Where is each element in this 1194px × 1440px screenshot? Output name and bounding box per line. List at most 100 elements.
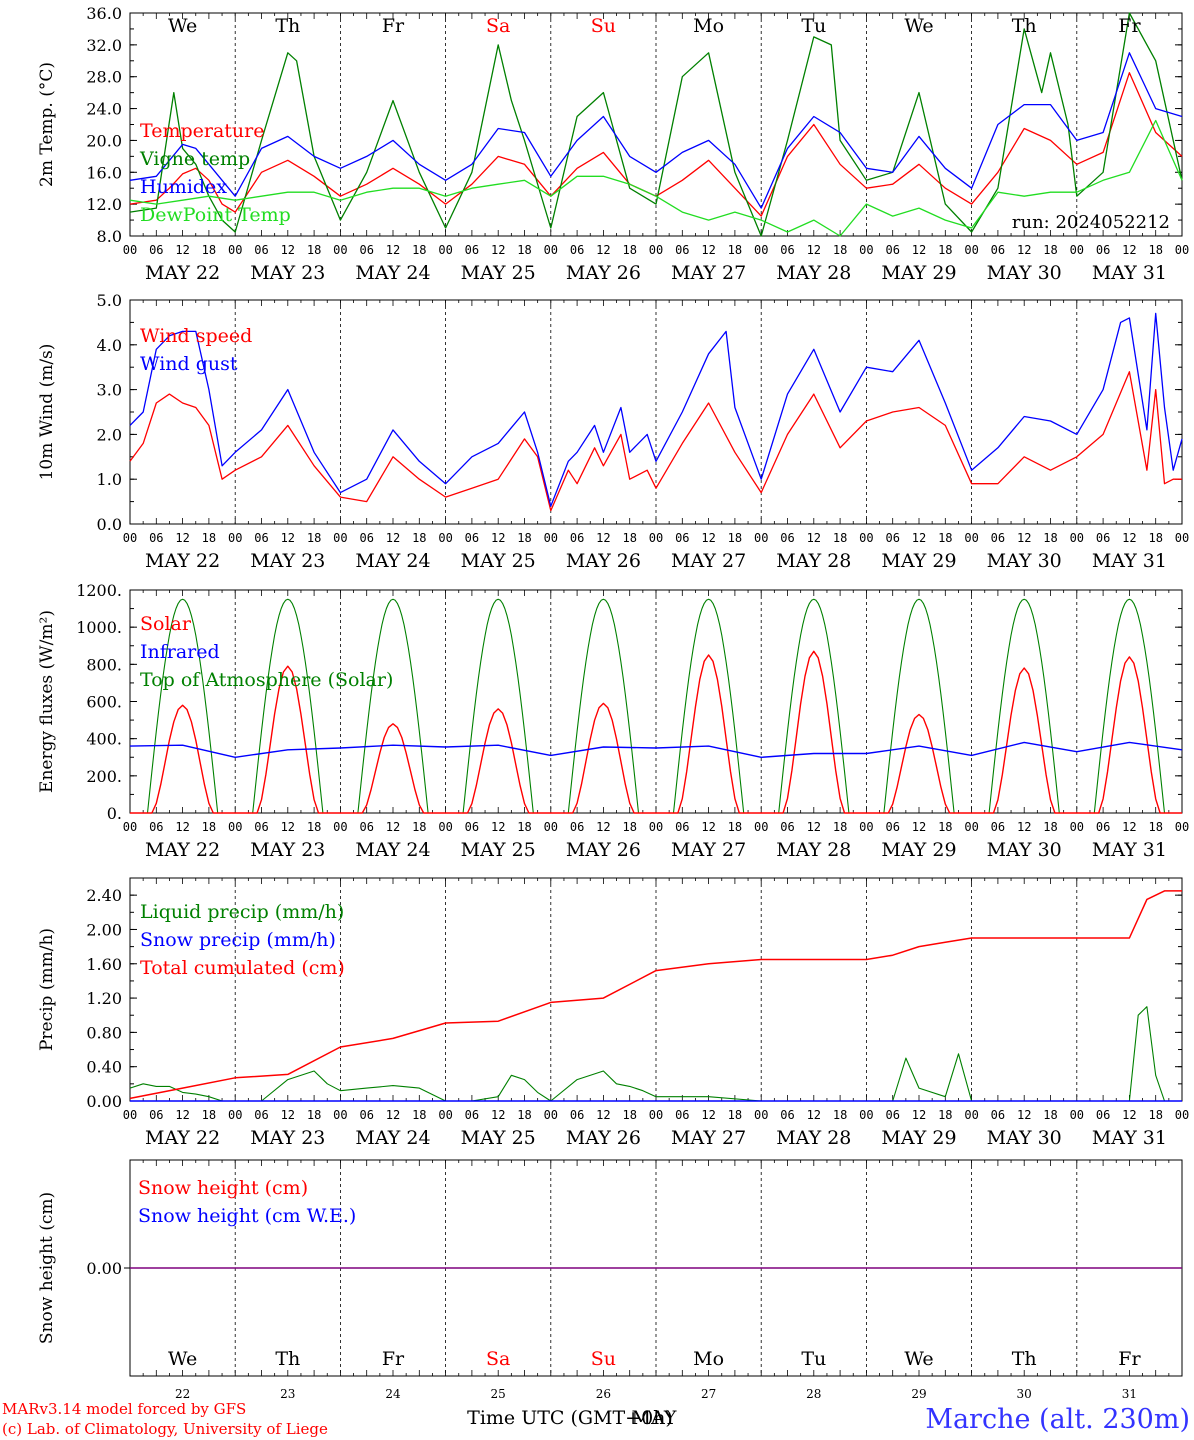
hour-tick-label: 00 (333, 1108, 347, 1122)
credit-line-1: MARv3.14 model forced by GFS (2, 1400, 246, 1418)
hour-tick-label: 06 (780, 820, 794, 834)
hour-tick-label: 06 (675, 531, 689, 545)
hour-tick-label: 00 (649, 243, 663, 257)
hour-tick-label: 18 (307, 820, 321, 834)
legend-entry: Humidex (140, 176, 227, 198)
weekday-label: Th (275, 15, 300, 37)
hour-tick-label: 12 (912, 820, 926, 834)
hour-tick-label: 06 (570, 1108, 584, 1122)
plot-frame (129, 299, 1183, 525)
y-tick-label: 0.80 (86, 1023, 122, 1042)
hour-tick-label: 06 (570, 820, 584, 834)
hour-tick-label: 18 (1043, 1108, 1057, 1122)
date-label: MAY 24 (355, 1127, 430, 1149)
y-tick-label: 4.0 (97, 336, 122, 355)
y-tick-label: 0. (107, 804, 122, 823)
hour-tick-label: 12 (1017, 1108, 1031, 1122)
date-label: MAY 25 (461, 550, 536, 572)
hour-tick-label: 18 (412, 243, 426, 257)
hour-tick-label: 00 (123, 531, 137, 545)
y-tick-label: 2.40 (86, 886, 122, 905)
hour-tick-label: 06 (1096, 1108, 1110, 1122)
weekday-label: Fr (1118, 1348, 1141, 1370)
hour-tick-label: 06 (254, 1108, 268, 1122)
y-tick-label: 2.0 (97, 425, 122, 444)
hour-tick-label: 00 (544, 820, 558, 834)
y-axis-label: Precip (mm/h) (37, 928, 57, 1051)
legend-entry: Snow precip (mm/h) (140, 929, 336, 951)
hour-tick-label: 00 (123, 1108, 137, 1122)
date-label: MAY 29 (881, 1127, 956, 1149)
hour-tick-label: 18 (938, 243, 952, 257)
hour-tick-label: 00 (544, 1108, 558, 1122)
hour-tick-label: 00 (859, 531, 873, 545)
y-tick-label: 600. (86, 693, 122, 712)
date-label: MAY 31 (1092, 1127, 1167, 1149)
hour-tick-label: 06 (991, 531, 1005, 545)
credit-line-2: (c) Lab. of Climatology, University of L… (2, 1420, 328, 1438)
hour-tick-label: 12 (491, 531, 505, 545)
hour-tick-label: 18 (622, 820, 636, 834)
legend-entry: DewPoint Temp (140, 204, 291, 226)
hour-tick-label: 00 (438, 820, 452, 834)
y-tick-label: 36.0 (86, 4, 122, 23)
hour-tick-label: 18 (938, 820, 952, 834)
y-tick-label: 32.0 (86, 36, 122, 55)
hour-tick-label: 12 (596, 243, 610, 257)
day-number-label: 26 (596, 1387, 611, 1401)
hour-tick-label: 00 (228, 820, 242, 834)
hour-tick-label: 12 (701, 1108, 715, 1122)
hour-tick-label: 00 (544, 243, 558, 257)
hour-tick-label: 00 (859, 820, 873, 834)
date-label: MAY 27 (671, 550, 746, 572)
hour-tick-label: 06 (780, 531, 794, 545)
hour-tick-label: 00 (438, 531, 452, 545)
legend-entry: Infrared (140, 641, 220, 663)
hour-tick-label: 00 (754, 1108, 768, 1122)
y-tick-label: 0.40 (86, 1058, 122, 1077)
hour-tick-label: 18 (1148, 531, 1162, 545)
hour-tick-label: 12 (1122, 531, 1136, 545)
hour-tick-label: 00 (333, 243, 347, 257)
hour-tick-label: 00 (754, 531, 768, 545)
y-axis-label: Snow height (cm) (37, 1192, 57, 1344)
hour-tick-label: 06 (254, 243, 268, 257)
hour-tick-label: 00 (1175, 1108, 1189, 1122)
weekday-label: Th (1012, 15, 1037, 37)
hour-tick-label: 06 (149, 243, 163, 257)
date-label: MAY 27 (671, 262, 746, 284)
hour-tick-label: 06 (465, 531, 479, 545)
hour-tick-label: 00 (228, 531, 242, 545)
day-number-label: 24 (385, 1387, 401, 1401)
y-tick-label: 1000. (76, 618, 122, 637)
y-tick-label: 8.0 (97, 227, 122, 246)
hour-tick-label: 18 (202, 531, 216, 545)
weekday-label: We (168, 15, 197, 37)
hour-tick-label: 12 (807, 1108, 821, 1122)
day-number-label: 31 (1122, 1387, 1137, 1401)
hour-tick-label: 18 (833, 1108, 847, 1122)
series-line (129, 312, 1183, 507)
y-tick-label: 2.00 (86, 920, 122, 939)
location-label: Marche (alt. 230m) (925, 1404, 1190, 1435)
day-number-label: 25 (491, 1387, 506, 1401)
hour-tick-label: 00 (123, 243, 137, 257)
hour-tick-label: 12 (386, 243, 400, 257)
weekday-label: Su (591, 15, 616, 37)
hour-tick-label: 00 (649, 1108, 663, 1122)
y-tick-label: 400. (86, 730, 122, 749)
hour-tick-label: 12 (807, 243, 821, 257)
y-tick-label: 800. (86, 655, 122, 674)
total-cumulated-line (129, 890, 1182, 1100)
weekday-label: Th (275, 1348, 300, 1370)
y-tick-label: 1.20 (86, 989, 122, 1008)
hour-tick-label: 12 (386, 1108, 400, 1122)
y-tick-label: 200. (86, 767, 122, 786)
hour-tick-label: 18 (202, 820, 216, 834)
hour-tick-label: 12 (807, 531, 821, 545)
weekday-label: We (904, 15, 933, 37)
hour-tick-label: 12 (701, 531, 715, 545)
weekday-label: Sa (486, 1348, 510, 1370)
weekday-label: Fr (1118, 15, 1141, 37)
